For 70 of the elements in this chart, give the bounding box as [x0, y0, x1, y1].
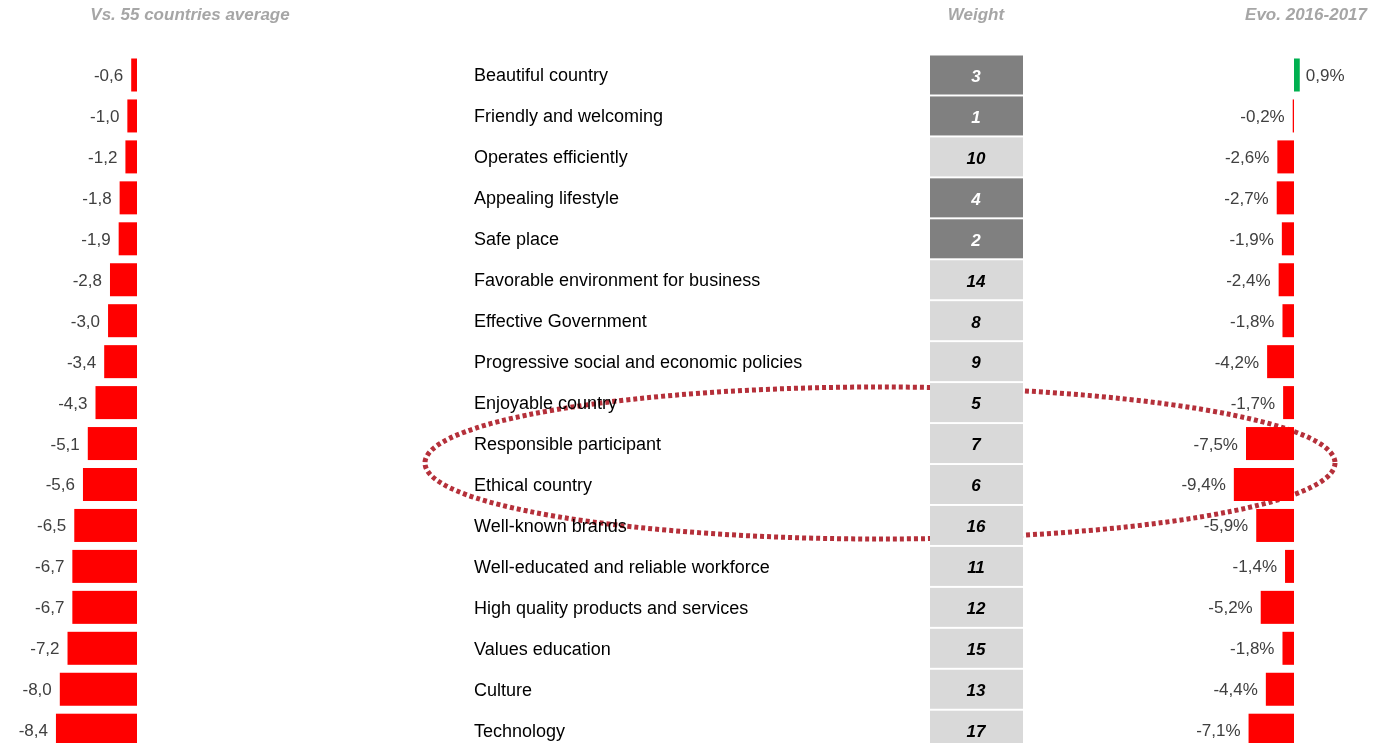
y-tick-label: Operates efficiently — [474, 147, 628, 168]
data-label: -7,2 — [30, 639, 60, 659]
data-label: -8,4 — [18, 721, 48, 741]
data-label: -4,3 — [58, 393, 88, 413]
data-label: -3,4 — [66, 352, 97, 372]
data-label: 7 — [971, 435, 983, 455]
data-label: 15 — [966, 640, 986, 660]
data-label: -1,8% — [1230, 311, 1275, 331]
data-label: -5,2% — [1208, 598, 1253, 618]
y-tick-label: Progressive social and economic policies — [474, 351, 803, 372]
data-label: -8,0 — [22, 680, 52, 700]
data-label: -9,4% — [1181, 475, 1226, 495]
data-label: -6,7 — [35, 598, 65, 618]
data-label: -2,4% — [1226, 270, 1271, 290]
data-label: -1,7% — [1230, 393, 1276, 413]
data-label: -0,6 — [93, 65, 124, 85]
data-label: 11 — [967, 558, 985, 578]
data-label: -4,2% — [1214, 352, 1260, 372]
data-label: -7,5% — [1193, 434, 1238, 454]
y-tick-label: Well-known brands — [474, 515, 627, 536]
data-label: 16 — [966, 517, 986, 537]
data-label: -7,1% — [1196, 721, 1241, 741]
data-label: 17 — [966, 722, 987, 741]
chart-title: Evo. 2016-2017 — [1245, 5, 1369, 24]
data-label: 6 — [971, 476, 982, 496]
y-tick-label: Values education — [474, 638, 611, 659]
data-label: -2,6% — [1224, 147, 1270, 167]
data-label: 9 — [971, 353, 982, 373]
y-tick-label: Appealing lifestyle — [474, 188, 620, 209]
text: Weight — [947, 5, 1006, 24]
y-tick-label: Technology — [474, 720, 566, 741]
y-tick-label: Favorable environment for business — [474, 270, 761, 291]
data-label: 12 — [966, 599, 986, 619]
y-tick-label: High quality products and services — [474, 597, 749, 618]
data-label: 13 — [966, 681, 986, 701]
data-label: -1,9% — [1229, 229, 1274, 249]
y-tick-label: Safe place — [474, 229, 560, 250]
data-label: -4,4% — [1213, 680, 1258, 700]
data-label: 3 — [971, 66, 982, 86]
data-label: -1,0 — [90, 106, 120, 126]
data-label: 2 — [970, 230, 982, 250]
data-label: -5,1 — [50, 434, 80, 454]
y-tick-label: Effective Government — [474, 311, 647, 331]
data-label: -1,8% — [1230, 639, 1275, 659]
data-label: 10 — [966, 148, 986, 168]
y-tick-label: Well-educated and reliable workforce — [474, 556, 770, 577]
data-label: -2,7% — [1224, 188, 1269, 208]
data-label: -2,8 — [72, 270, 102, 290]
data-label: -1,2 — [88, 147, 118, 167]
data-label: 1 — [971, 107, 981, 127]
y-tick-label: Friendly and welcoming — [474, 106, 664, 127]
y-tick-label: Responsible participant — [474, 433, 662, 454]
data-label: -5,6 — [45, 475, 75, 495]
data-label: 4 — [970, 189, 982, 209]
y-tick-label: Ethical country — [474, 474, 593, 495]
y-tick-label: Culture — [474, 679, 533, 700]
data-label: 8 — [971, 312, 982, 332]
data-label: -1,4% — [1232, 557, 1278, 577]
y-tick-label: Beautiful country — [474, 65, 609, 86]
data-label: -6,5 — [36, 516, 67, 536]
data-label: -1,8 — [82, 188, 112, 208]
data-label: 5 — [971, 394, 982, 414]
data-label: -6,7 — [35, 557, 65, 577]
data-label: -0,2% — [1240, 106, 1285, 126]
data-label: 14 — [966, 271, 986, 291]
data-label: -5,9% — [1203, 516, 1249, 536]
text: Vs. 55 countries average — [90, 5, 290, 24]
data-label: -1,9 — [81, 229, 111, 249]
data-label: -3,0 — [70, 311, 101, 331]
data-label: 0,9% — [1305, 65, 1345, 85]
